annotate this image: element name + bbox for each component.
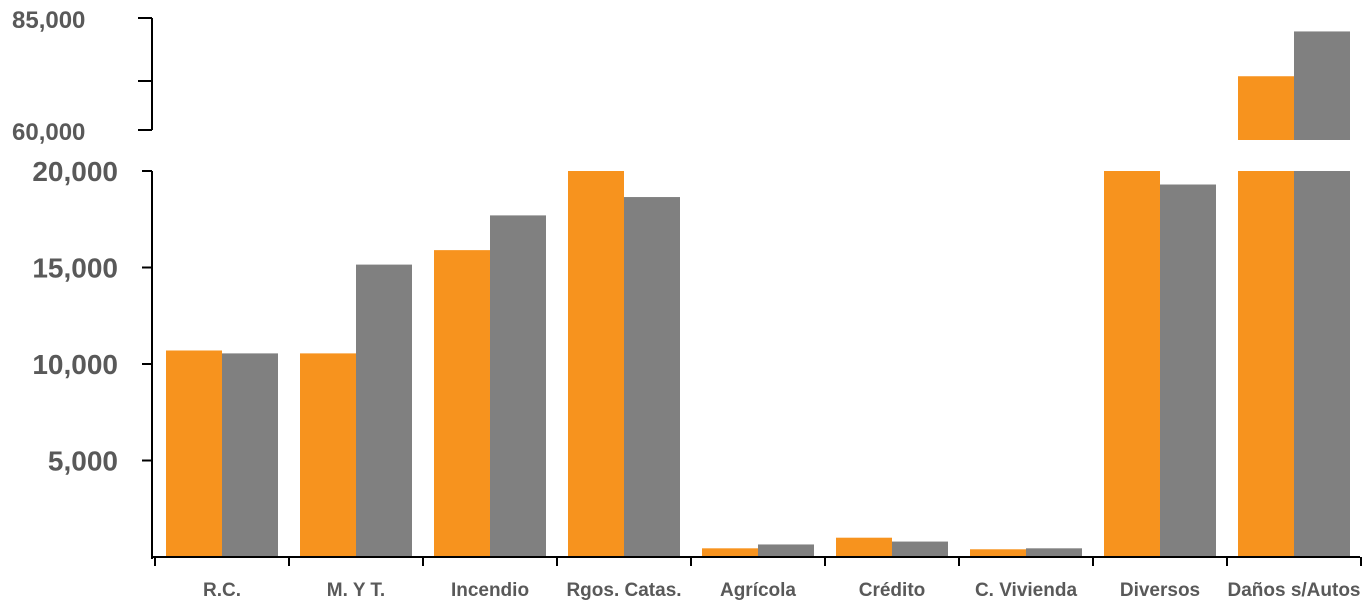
- bar: [356, 264, 412, 557]
- category-label: M. Y T.: [327, 580, 385, 601]
- upper-y-axis: 60,000 85,000: [12, 7, 153, 146]
- bar: [1238, 171, 1294, 557]
- bar: [568, 171, 624, 557]
- category-label: Crédito: [859, 580, 926, 601]
- lower-tick-label: 15,000: [32, 253, 118, 284]
- bar: [300, 353, 356, 557]
- lower-tick-label: 10,000: [32, 349, 118, 380]
- bar: [222, 353, 278, 557]
- bar: [758, 544, 814, 557]
- category-label: Agrícola: [720, 580, 796, 601]
- bars: [166, 31, 1350, 557]
- bar: [970, 549, 1026, 557]
- bar-upper-segment: [1238, 76, 1294, 140]
- upper-tick-label: 85,000: [12, 7, 85, 34]
- lower-tick-label: 5,000: [48, 446, 118, 477]
- lower-y-axis: 5,000 10,000 15,000 20,000: [32, 156, 153, 559]
- category-label: Diversos: [1120, 580, 1200, 601]
- bar: [434, 250, 490, 557]
- bar: [624, 197, 680, 557]
- bar: [166, 350, 222, 557]
- bar: [892, 541, 948, 557]
- bar-upper-segment: [1294, 31, 1350, 140]
- bar: [702, 548, 758, 557]
- category-label: Rgos. Catas.: [566, 580, 681, 601]
- x-axis: R.C. M. Y T. Incendio Rgos. Catas. Agrícola C…: [152, 556, 1362, 601]
- bar: [1104, 171, 1160, 557]
- upper-tick-label: 60,000: [12, 119, 85, 146]
- lower-tick-label: 20,000: [32, 156, 118, 187]
- bar: [1026, 548, 1082, 557]
- bar: [1160, 184, 1216, 557]
- bar: [1294, 171, 1350, 557]
- category-label: R.C.: [203, 580, 241, 601]
- category-label: Incendio: [451, 580, 529, 601]
- category-label: Daños s/Autos: [1227, 580, 1360, 601]
- bar: [490, 215, 546, 557]
- bar: [836, 537, 892, 557]
- category-label: C. Vivienda: [975, 580, 1078, 601]
